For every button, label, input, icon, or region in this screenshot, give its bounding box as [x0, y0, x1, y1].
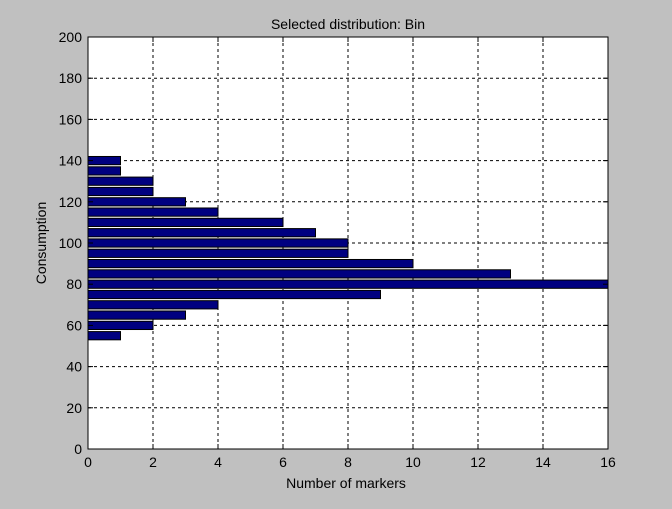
x-tick-label: 12: [470, 454, 486, 470]
bar: [87, 310, 186, 320]
y-tick-label: 40: [66, 359, 82, 375]
y-tick-label: 120: [59, 194, 83, 210]
x-tick-label: 10: [405, 454, 421, 470]
bars: [87, 155, 609, 341]
y-axis-label: Consumption: [33, 202, 49, 285]
bar: [87, 238, 349, 248]
bar: [87, 228, 316, 238]
x-tick-label: 14: [535, 454, 551, 470]
y-tick-label: 200: [59, 29, 83, 45]
bar: [87, 320, 154, 331]
bar: [87, 176, 154, 186]
bar: [87, 197, 186, 207]
x-tick-label: 0: [84, 454, 92, 470]
bar: [87, 166, 121, 176]
bar: [87, 207, 219, 217]
chart-title: Selected distribution: Bin: [271, 16, 425, 32]
bar: [87, 248, 349, 258]
bar: [87, 289, 381, 300]
x-tick-label: 6: [279, 454, 287, 470]
bar: [87, 300, 219, 310]
y-tick-label: 180: [59, 70, 83, 86]
y-tick-label: 160: [59, 111, 83, 127]
bar: [87, 269, 511, 279]
bar: [87, 258, 414, 269]
y-tick-label: 80: [66, 276, 82, 292]
y-tick-label: 100: [59, 235, 83, 251]
bar: [87, 331, 121, 341]
y-tick-label: 140: [59, 153, 83, 169]
bar: [87, 279, 609, 289]
y-tick-label: 0: [74, 441, 82, 457]
bar: [87, 217, 284, 228]
x-axis-label: Number of markers: [286, 475, 406, 491]
x-tick-label: 4: [214, 454, 222, 470]
bar: [87, 186, 154, 197]
x-tick-label: 16: [600, 454, 616, 470]
y-tick-label: 20: [66, 400, 82, 416]
x-tick-label: 8: [344, 454, 352, 470]
y-tick-label: 60: [66, 317, 82, 333]
x-tick-label: 2: [149, 454, 157, 470]
